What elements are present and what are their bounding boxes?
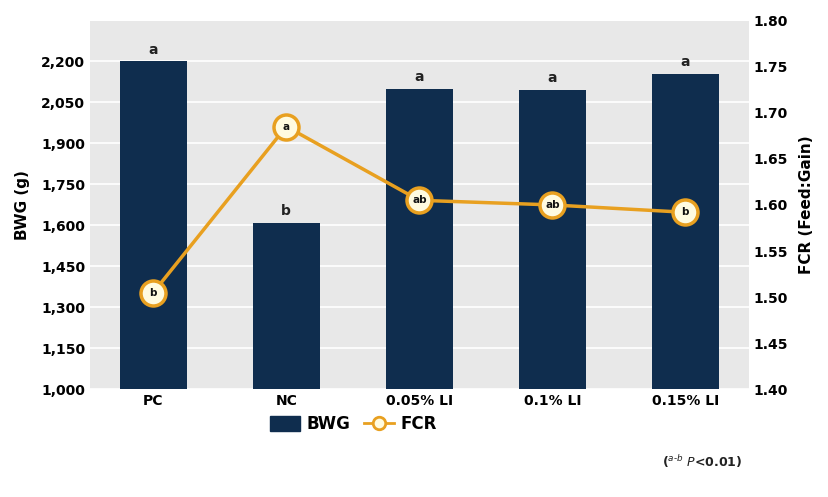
Legend: BWG, FCR: BWG, FCR	[263, 409, 443, 440]
Text: ($^{a\text{-}b}$ $P$<0.01): ($^{a\text{-}b}$ $P$<0.01)	[661, 453, 741, 470]
Text: b: b	[149, 288, 156, 298]
Text: ab: ab	[412, 195, 426, 205]
Text: b: b	[281, 204, 291, 218]
Bar	[253, 223, 319, 497]
Text: ab: ab	[544, 200, 559, 210]
Bar	[120, 62, 186, 497]
Text: a: a	[414, 70, 424, 84]
Text: a: a	[282, 122, 290, 132]
Text: b: b	[681, 207, 688, 217]
Bar	[652, 74, 718, 497]
Text: a: a	[547, 71, 556, 85]
Y-axis label: FCR (Feed:Gain): FCR (Feed:Gain)	[798, 136, 813, 274]
Y-axis label: BWG (g): BWG (g)	[15, 170, 30, 240]
Text: a: a	[148, 43, 158, 57]
Text: a: a	[680, 55, 689, 69]
Bar	[518, 90, 585, 497]
Bar	[386, 89, 452, 497]
